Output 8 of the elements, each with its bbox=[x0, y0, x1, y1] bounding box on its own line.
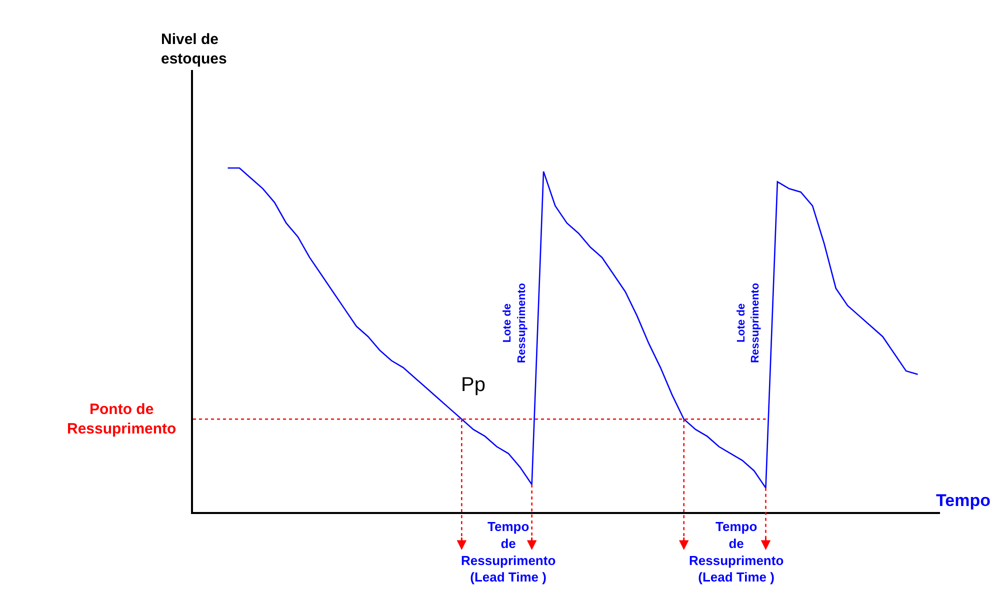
x-axis-title: Tempo bbox=[936, 491, 990, 510]
ref-line-label: Ponto de Ressuprimento bbox=[67, 401, 176, 438]
text: Tempo de Ressuprimento (Lead Time ) bbox=[689, 519, 784, 585]
text: Nivel de estoques bbox=[161, 31, 227, 68]
annotation: Lote de Ressuprimento bbox=[735, 282, 762, 364]
annotation: Pp bbox=[461, 374, 486, 396]
text: Tempo de Ressuprimento (Lead Time ) bbox=[461, 519, 556, 585]
annotation: Lote de Ressuprimento bbox=[501, 282, 528, 364]
